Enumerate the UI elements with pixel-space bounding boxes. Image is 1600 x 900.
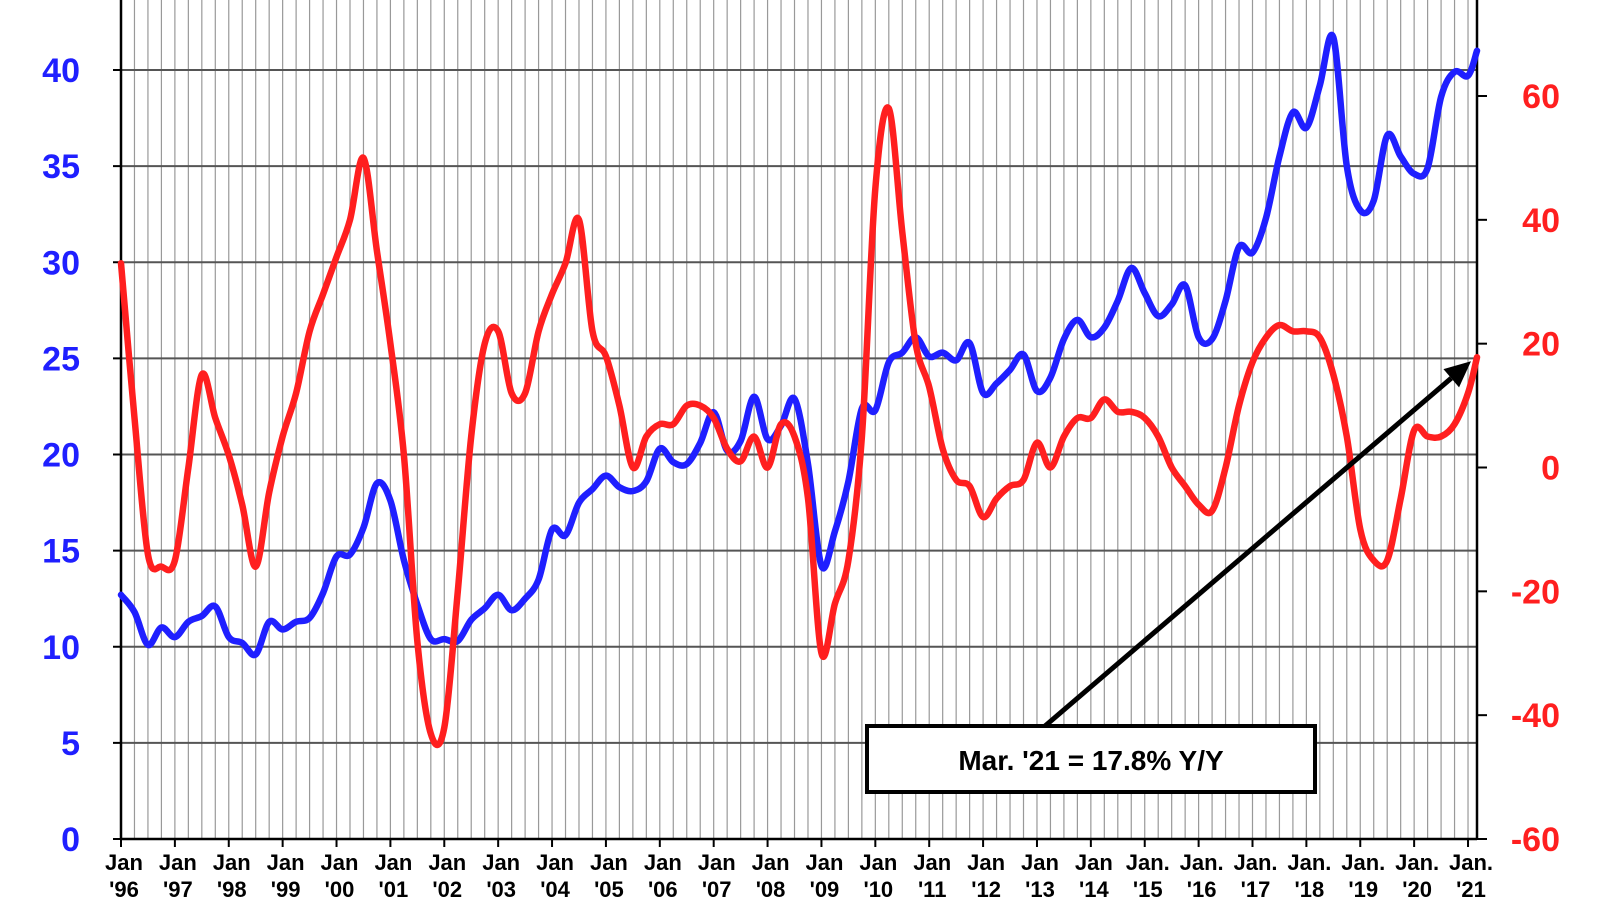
x-tick-label-year: '13 (1025, 877, 1055, 900)
x-tick-label-month: Jan (644, 850, 682, 875)
left-axis-series-line (117, 31, 1481, 659)
left-tick-label: 0 (61, 821, 80, 859)
right-tick-label: -60 (1511, 821, 1560, 859)
x-tick-label-year: '05 (594, 877, 624, 900)
right-tick-label: 0 (1541, 450, 1560, 488)
x-tick-label-month: Jan (752, 850, 790, 875)
x-tick-label-month: Jan (374, 850, 412, 875)
x-tick-label-year: '06 (648, 877, 678, 900)
right-axis-ticks: -60 -40 -20 0 20 40 60 (1477, 78, 1560, 859)
x-tick-label-year: '21 (1456, 877, 1486, 900)
right-tick-label: 60 (1522, 78, 1560, 116)
x-tick-label-year: '03 (486, 877, 516, 900)
series-layer (117, 31, 1481, 749)
x-tick-label-year: '04 (540, 877, 570, 900)
x-tick-label-year: '11 (918, 877, 947, 900)
x-tick-label-year: '98 (217, 877, 247, 900)
x-tick-label-year: '01 (379, 877, 409, 900)
left-tick-label: 15 (42, 533, 80, 571)
x-tick-label-month: Jan. (1449, 850, 1493, 875)
x-tick-label-month: Jan (267, 850, 305, 875)
x-tick-label-month: Jan (1075, 850, 1113, 875)
x-tick-label-month: Jan. (1126, 850, 1170, 875)
x-tick-label-month: Jan (698, 850, 736, 875)
x-tick-label-year: '14 (1079, 877, 1109, 900)
x-tick-label-month: Jan (428, 850, 466, 875)
x-tick-label-year: '19 (1348, 877, 1378, 900)
left-tick-label: 25 (42, 340, 80, 378)
x-tick-label-year: '12 (971, 877, 1001, 900)
x-tick-label-month: Jan (805, 850, 843, 875)
right-tick-label: -40 (1511, 697, 1560, 735)
left-tick-label: 30 (42, 244, 80, 282)
left-tick-label: 35 (42, 148, 80, 186)
x-tick-label-month: Jan. (1395, 850, 1439, 875)
x-tick-label-year: '10 (863, 877, 893, 900)
right-tick-label: 40 (1522, 202, 1560, 240)
x-tick-label-year: '07 (702, 877, 732, 900)
right-tick-label: 20 (1522, 326, 1560, 364)
x-tick-label-month: Jan (536, 850, 574, 875)
x-tick-label-month: Jan (159, 850, 197, 875)
annotation-label: Mar. '21 = 17.8% Y/Y (958, 745, 1224, 776)
minor-gridlines (120, 0, 1469, 839)
x-tick-label-month: Jan (967, 850, 1005, 875)
left-tick-label: 10 (42, 629, 80, 667)
x-tick-label-month: Jan (482, 850, 520, 875)
annotation-arrowhead (1443, 361, 1471, 388)
x-tick-label-month: Jan (913, 850, 951, 875)
x-tick-label-year: '20 (1402, 877, 1432, 900)
x-tick-label-month: Jan (1021, 850, 1059, 875)
x-tick-label-year: '08 (756, 877, 786, 900)
left-axis-ticks: 0 5 10 15 20 25 30 35 40 (42, 52, 121, 859)
axes (119, 0, 1479, 841)
x-tick-label-month: Jan (590, 850, 628, 875)
x-tick-label-year: '09 (810, 877, 840, 900)
annotation-group: Mar. '21 = 17.8% Y/Y (865, 361, 1471, 794)
x-tick-label-year: '16 (1187, 877, 1217, 900)
left-tick-label: 20 (42, 437, 80, 475)
x-tick-label-month: Jan (105, 850, 143, 875)
annotation-arrow (1043, 376, 1453, 728)
right-tick-label: -20 (1511, 573, 1560, 611)
x-tick-label-month: Jan. (1341, 850, 1385, 875)
x-tick-label-year: '96 (109, 877, 139, 900)
x-tick-label-month: Jan (859, 850, 897, 875)
right-axis-series-line (117, 104, 1481, 749)
left-tick-label: 5 (61, 725, 80, 763)
annotation-box (865, 724, 1317, 794)
x-axis-ticks: Jan'96Jan'97Jan'98Jan'99Jan'00Jan'01Jan'… (105, 839, 1493, 900)
x-tick-label-year: '97 (163, 877, 193, 900)
x-tick-label-year: '15 (1133, 877, 1163, 900)
left-tick-label: 40 (42, 52, 80, 90)
x-tick-label-month: Jan (213, 850, 251, 875)
x-tick-label-year: '02 (432, 877, 462, 900)
x-tick-label-year: '99 (271, 877, 301, 900)
x-tick-label-month: Jan. (1287, 850, 1331, 875)
x-tick-label-year: '18 (1295, 877, 1325, 900)
x-tick-label-year: '00 (325, 877, 355, 900)
x-tick-label-month: Jan (321, 850, 359, 875)
x-tick-label-month: Jan. (1180, 850, 1224, 875)
x-tick-label-month: Jan. (1233, 850, 1277, 875)
x-tick-label-year: '17 (1241, 877, 1271, 900)
